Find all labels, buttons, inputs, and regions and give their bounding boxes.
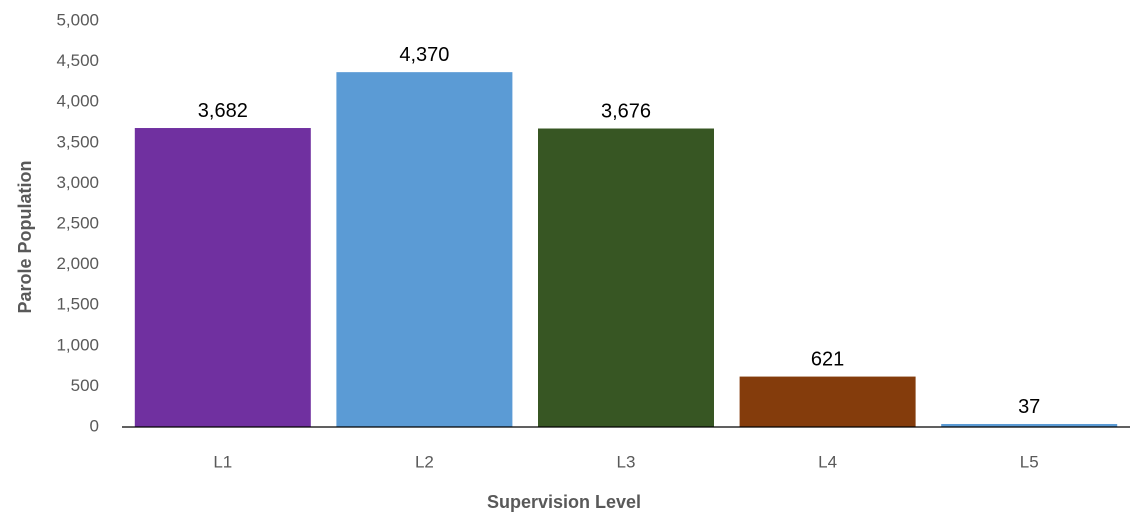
- data-label-l3: 3,676: [601, 101, 651, 123]
- y-tick-label: 4,000: [56, 92, 99, 111]
- x-tick-label: L5: [1020, 452, 1039, 471]
- x-axis-ticks: L1 L2 L3 L4 L5: [213, 452, 1038, 471]
- x-tick-label: L1: [213, 452, 232, 471]
- bar-l4: [739, 376, 916, 427]
- x-tick-label: L3: [617, 452, 636, 471]
- data-label-l4: 621: [811, 349, 844, 371]
- bar-l5: [941, 423, 1118, 427]
- y-axis-title: Parole Population: [15, 160, 35, 313]
- x-axis-title: Supervision Level: [487, 492, 641, 512]
- y-tick-label: 1,000: [56, 335, 99, 354]
- y-tick-label: 3,000: [56, 173, 99, 192]
- data-label-l5: 37: [1018, 396, 1040, 418]
- data-labels: 3,682 4,370 3,676 621 37: [198, 44, 1041, 418]
- bar-l1: [134, 128, 311, 427]
- y-tick-label: 1,500: [56, 295, 99, 314]
- data-label-l2: 4,370: [399, 44, 449, 66]
- y-tick-label: 500: [71, 376, 99, 395]
- x-tick-label: L4: [818, 452, 837, 471]
- y-tick-label: 5,000: [56, 10, 99, 29]
- y-tick-label: 0: [90, 416, 99, 435]
- y-tick-label: 2,000: [56, 254, 99, 273]
- x-tick-label: L2: [415, 452, 434, 471]
- bars: [134, 72, 1118, 428]
- bar-l3: [538, 128, 714, 428]
- bar-l2: [336, 72, 513, 427]
- y-tick-label: 3,500: [56, 132, 99, 151]
- y-tick-label: 2,500: [56, 213, 99, 232]
- y-tick-label: 4,500: [56, 51, 99, 70]
- data-label-l1: 3,682: [198, 100, 248, 122]
- y-axis-ticks: 0 500 1,000 1,500 2,000 2,500 3,000 3,500 4,000 4…: [56, 10, 99, 435]
